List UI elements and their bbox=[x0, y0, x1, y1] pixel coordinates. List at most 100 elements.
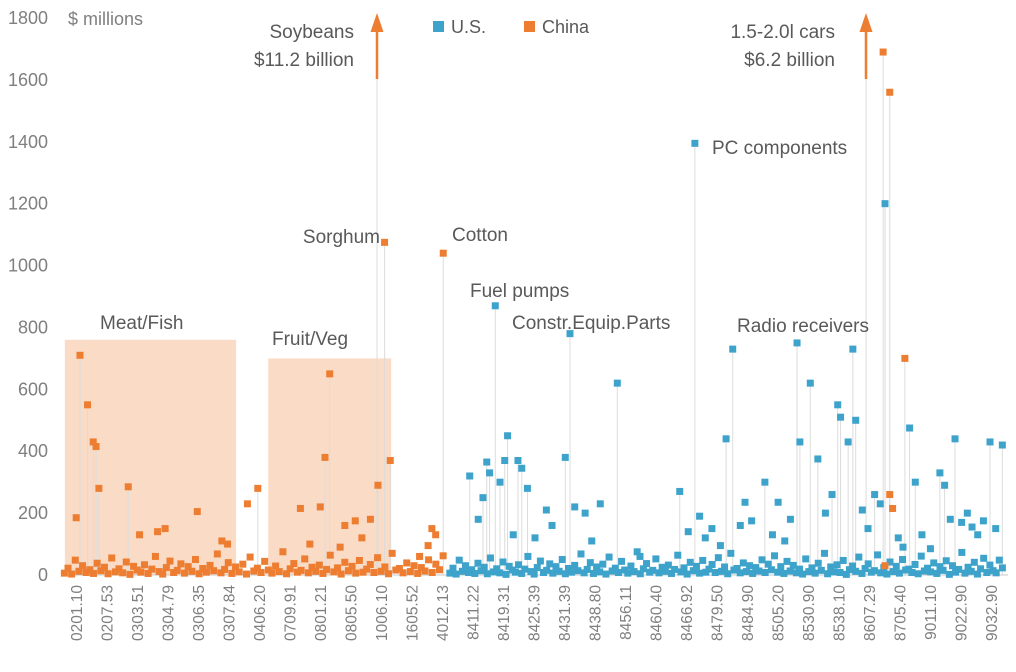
data-point-us bbox=[717, 567, 725, 575]
data-point-china bbox=[224, 559, 232, 567]
x-tick-label: 9032.90 bbox=[984, 585, 1001, 641]
data-point-china bbox=[254, 484, 262, 492]
data-point-us bbox=[596, 500, 604, 508]
data-point-us bbox=[781, 537, 789, 545]
x-tick-label: 8419.31 bbox=[496, 585, 513, 641]
data-point-us bbox=[927, 568, 935, 576]
data-point-us bbox=[486, 554, 494, 562]
data-point-us bbox=[471, 569, 479, 577]
x-tick-label: 8431.39 bbox=[557, 585, 574, 641]
data-point-us bbox=[696, 512, 704, 520]
x-tick-label: 0306.35 bbox=[191, 585, 208, 641]
x-tick-label: 0307.84 bbox=[221, 585, 238, 641]
legend-label-us: U.S. bbox=[451, 17, 486, 37]
data-point-us bbox=[714, 554, 722, 562]
data-point-us bbox=[923, 564, 931, 572]
data-point-china bbox=[242, 570, 250, 578]
data-point-us bbox=[552, 563, 560, 571]
data-point-us bbox=[894, 534, 902, 542]
data-point-us bbox=[721, 563, 729, 571]
data-point-us bbox=[979, 517, 987, 525]
data-point-us bbox=[511, 568, 519, 576]
data-point-china bbox=[348, 562, 356, 570]
data-point-us bbox=[980, 554, 988, 562]
data-point-china bbox=[272, 562, 280, 570]
data-point-china bbox=[95, 484, 103, 492]
data-point-us bbox=[918, 531, 926, 539]
data-point-us bbox=[531, 534, 539, 542]
data-point-china bbox=[253, 564, 261, 572]
data-point-us bbox=[716, 542, 724, 550]
data-point-china bbox=[428, 525, 436, 533]
data-point-us bbox=[930, 559, 938, 567]
data-point-us bbox=[486, 469, 494, 477]
data-point-us bbox=[755, 567, 763, 575]
data-point-us bbox=[524, 552, 532, 560]
x-tick-label: 8460.40 bbox=[649, 585, 666, 641]
data-point-us bbox=[796, 565, 804, 573]
data-point-us bbox=[546, 560, 554, 568]
data-point-china bbox=[424, 542, 432, 550]
data-point-us bbox=[820, 549, 828, 557]
data-point-us bbox=[933, 569, 941, 577]
data-point-china bbox=[221, 565, 229, 573]
data-point-china bbox=[64, 564, 72, 572]
offscale-arrow-cars-icon bbox=[859, 13, 873, 79]
data-point-china bbox=[177, 560, 185, 568]
data-point-china bbox=[336, 543, 344, 551]
data-point-china bbox=[199, 565, 207, 573]
data-point-china bbox=[111, 568, 119, 576]
data-point-us bbox=[974, 531, 982, 539]
data-point-us bbox=[581, 509, 589, 517]
data-point-china bbox=[191, 556, 199, 564]
data-point-china bbox=[246, 553, 254, 561]
data-point-china bbox=[195, 570, 203, 578]
data-point-china bbox=[210, 567, 218, 575]
data-point-us bbox=[774, 568, 782, 576]
data-point-us bbox=[701, 534, 709, 542]
data-point-china bbox=[439, 552, 447, 560]
data-point-us bbox=[671, 565, 679, 573]
data-point-china bbox=[395, 565, 403, 573]
data-point-us bbox=[674, 551, 682, 559]
y-tick-label: 1200 bbox=[8, 194, 48, 214]
data-point-china bbox=[881, 562, 889, 570]
data-point-us bbox=[736, 521, 744, 529]
data-point-us bbox=[758, 556, 766, 564]
x-tick-label: 8425.39 bbox=[527, 585, 544, 641]
data-point-us bbox=[568, 568, 576, 576]
data-point-china bbox=[188, 567, 196, 575]
data-point-us bbox=[808, 564, 816, 572]
y-tick-label: 1800 bbox=[8, 8, 48, 28]
data-point-china bbox=[301, 555, 309, 563]
data-point-china bbox=[144, 569, 152, 577]
data-point-china bbox=[388, 549, 396, 557]
data-point-us bbox=[593, 563, 601, 571]
y-tick-label: 600 bbox=[18, 379, 48, 399]
data-point-us bbox=[792, 569, 800, 577]
annotation-pc-components: PC components bbox=[712, 138, 847, 159]
data-point-us bbox=[852, 416, 860, 424]
data-point-us bbox=[561, 570, 569, 578]
data-point-us bbox=[806, 379, 814, 387]
data-point-us bbox=[479, 494, 487, 502]
data-point-us bbox=[961, 569, 969, 577]
data-point-china bbox=[268, 569, 276, 577]
data-point-us bbox=[624, 569, 632, 577]
highlight-regions bbox=[64, 339, 392, 575]
annotation-constr-equip-parts: Constr.Equip.Parts bbox=[512, 313, 670, 334]
data-point-china bbox=[417, 564, 425, 572]
data-point-china bbox=[173, 566, 181, 574]
data-point-china bbox=[432, 531, 440, 539]
data-point-us bbox=[963, 509, 971, 517]
data-point-us bbox=[724, 570, 732, 578]
data-point-us bbox=[955, 565, 963, 573]
x-tick-label: 8466.92 bbox=[679, 585, 696, 641]
data-point-china bbox=[93, 559, 101, 567]
data-point-china bbox=[304, 569, 312, 577]
data-point-us bbox=[504, 432, 512, 440]
data-point-china bbox=[100, 563, 108, 571]
data-point-china bbox=[337, 570, 345, 578]
data-point-us bbox=[561, 453, 569, 461]
